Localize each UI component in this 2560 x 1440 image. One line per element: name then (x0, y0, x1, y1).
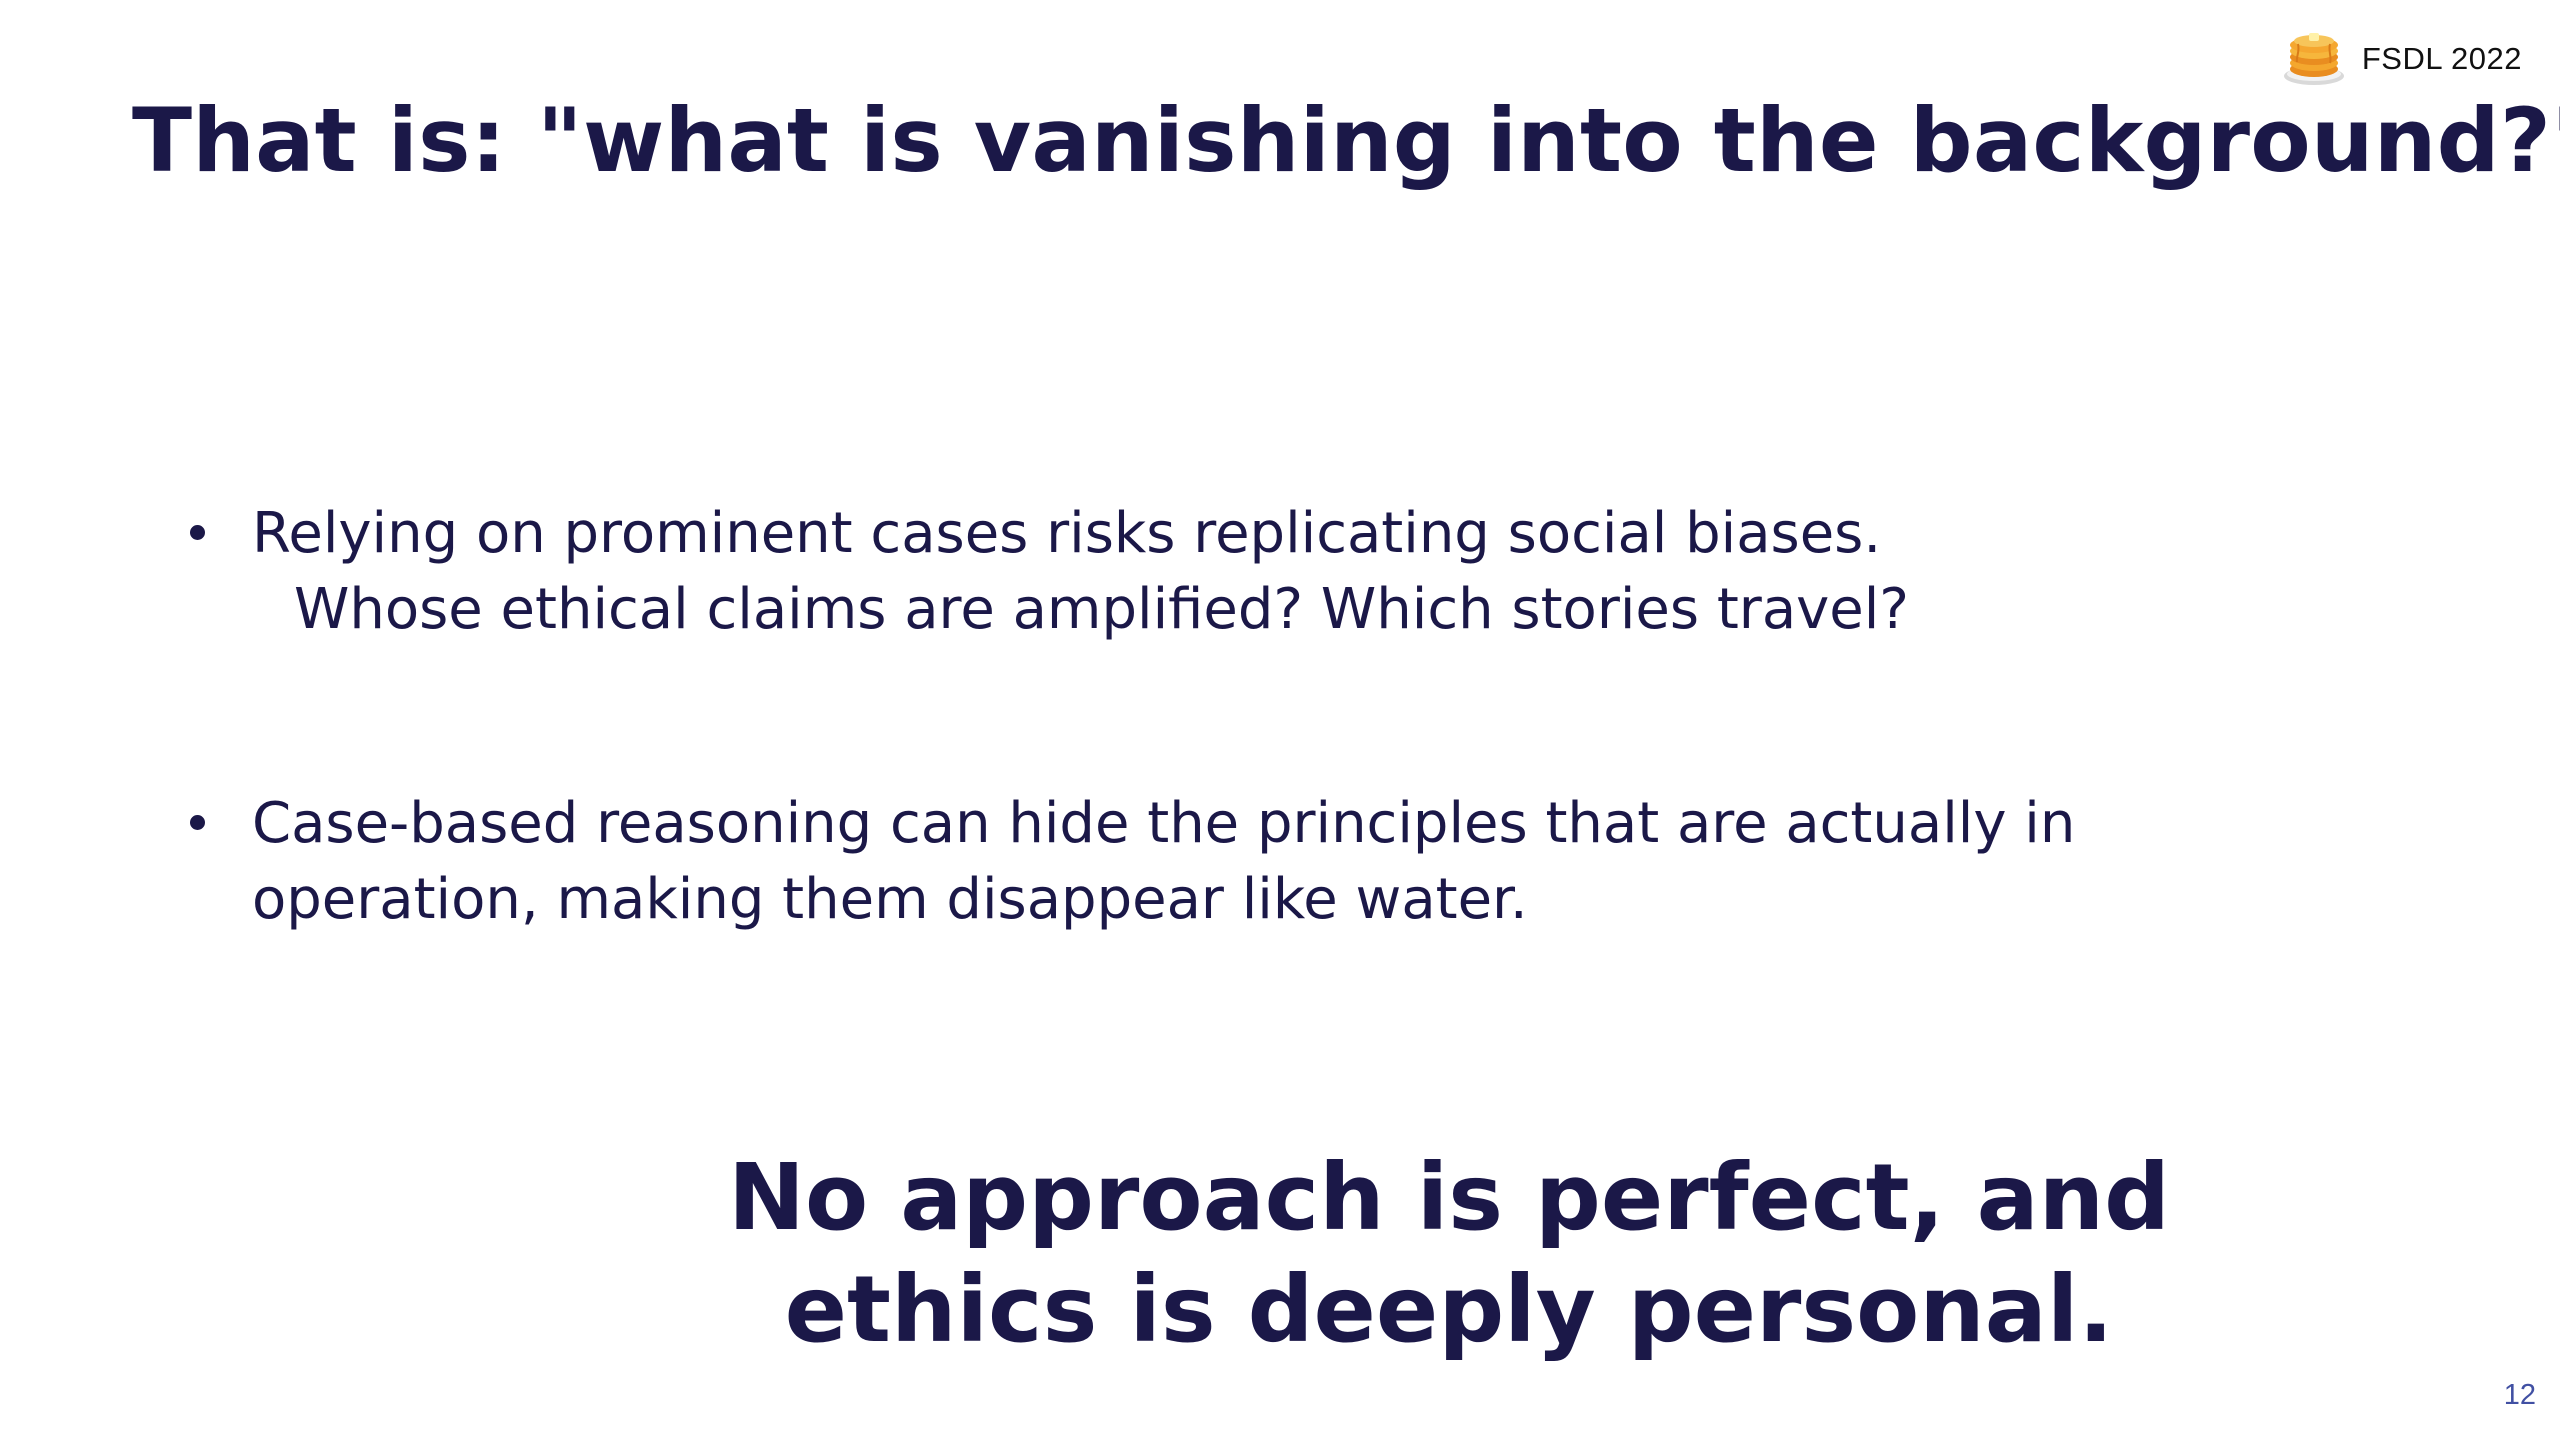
closing-line: No approach is perfect, and (727, 1144, 2171, 1251)
brand-label: FSDL 2022 (2361, 41, 2522, 76)
bullet-line: operation, making them disappear like wa… (252, 867, 1528, 932)
bullet-list: Relying on prominent cases risks replica… (190, 496, 2390, 1076)
page-number: 12 (2503, 1379, 2536, 1411)
brand-badge: FSDL 2022 (2280, 28, 2522, 90)
bullet-line: Whose ethical claims are amplified? Whic… (294, 577, 1910, 642)
slide-title: That is: "what is vanishing into the bac… (132, 89, 2560, 192)
closing-line: ethics is deeply personal. (784, 1256, 2114, 1363)
closing-statement: No approach is perfect, and ethics is de… (0, 1142, 2560, 1366)
bullet-line: Relying on prominent cases risks replica… (252, 501, 1882, 566)
bullet-line: Case-based reasoning can hide the princi… (252, 791, 2076, 856)
pancake-stack-icon (2283, 33, 2344, 85)
bullet-item: Case-based reasoning can hide the princi… (190, 786, 2390, 938)
bullet-item: Relying on prominent cases risks replica… (190, 496, 2390, 648)
